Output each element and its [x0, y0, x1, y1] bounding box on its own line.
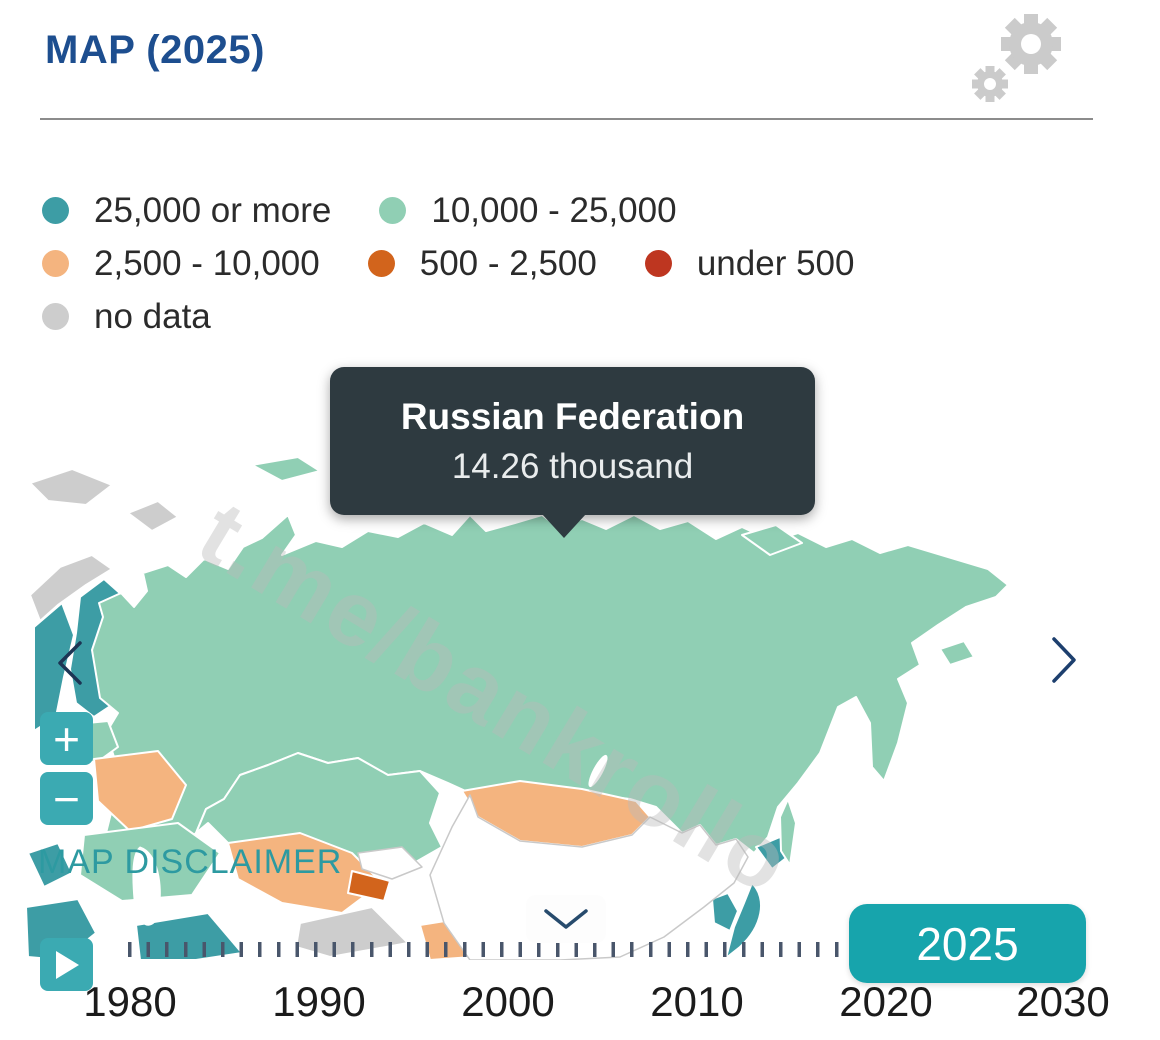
year-tick-label: 2020 [839, 978, 933, 1025]
legend-color-dot [367, 250, 395, 277]
country-shape[interactable] [711, 892, 739, 932]
country-shape[interactable] [429, 794, 749, 960]
legend-label: no data [94, 296, 211, 336]
country-shape[interactable] [227, 832, 383, 914]
legend-item: 500 - 2,500 [367, 243, 597, 284]
year-tick-label: 1990 [272, 978, 366, 1025]
legend-label: 10,000 - 25,000 [431, 190, 677, 230]
settings-button[interactable] [968, 8, 1068, 104]
legend-color-dot [644, 250, 672, 277]
country-shape[interactable] [779, 798, 797, 866]
tooltip-value: 14.26 thousand [451, 447, 694, 487]
map-area: t.me/bankrollo [0, 455, 1160, 960]
year-tick-label: 1980 [83, 978, 177, 1025]
country-shape[interactable] [29, 468, 113, 506]
legend-color-dot [42, 250, 69, 277]
legend-item: 25,000 or more [42, 191, 331, 231]
year-tick-label: 2010 [650, 978, 744, 1025]
zoom-in-button[interactable]: + [40, 712, 93, 765]
legend-item: 2,500 - 10,000 [42, 244, 320, 284]
caspian-sea [132, 846, 161, 926]
country-shape[interactable] [347, 870, 391, 902]
country-shape[interactable] [27, 842, 73, 888]
country-shape[interactable] [357, 846, 423, 880]
legend-label: 2,500 - 10,000 [94, 243, 320, 283]
selected-year-badge[interactable]: 2025 [849, 904, 1086, 983]
chevron-down-icon [544, 909, 588, 929]
legend-label: 25,000 or more [94, 190, 332, 230]
choropleth-map[interactable] [0, 455, 1160, 960]
country-shape[interactable] [251, 456, 321, 482]
play-button[interactable] [40, 938, 93, 991]
year-tick-label: 2030 [1016, 978, 1110, 1025]
chevron-right-icon [1052, 637, 1076, 683]
legend-color-dot [42, 197, 69, 224]
legend-color-dot [379, 197, 407, 224]
legend-label: 500 - 2,500 [419, 243, 597, 283]
country-shape[interactable] [741, 524, 803, 556]
pan-left-button[interactable] [52, 640, 88, 691]
page-title: MAP (2025) [45, 28, 265, 72]
play-icon [55, 950, 79, 979]
map-tooltip: Russian Federation 14.26 thousand [330, 367, 815, 538]
year-tick-label: 2000 [461, 978, 555, 1025]
tooltip-arrow [542, 514, 586, 538]
country-shape[interactable] [127, 500, 179, 532]
collapse-timeline-button[interactable] [526, 895, 606, 943]
zoom-out-button[interactable]: − [40, 772, 93, 825]
legend-item: 10,000 - 25,000 [379, 190, 677, 231]
country-shape[interactable] [939, 640, 975, 666]
header-divider [40, 118, 1093, 120]
map-disclaimer-link[interactable]: MAP DISCLAIMER [38, 843, 343, 881]
legend-color-dot [42, 303, 69, 330]
legend-item: under 500 [644, 243, 855, 284]
legend-label: under 500 [696, 243, 855, 283]
legend: 25,000 or more 10,000 - 25,000 2,500 - 1… [42, 184, 1122, 343]
chevron-left-icon [58, 641, 82, 685]
tooltip-country-name: Russian Federation [400, 395, 745, 437]
country-shape[interactable] [33, 602, 75, 732]
country-shape[interactable] [93, 750, 187, 832]
pan-right-button[interactable] [1046, 636, 1082, 689]
gear-icon [972, 14, 1061, 102]
lake-baikal [588, 754, 608, 788]
legend-item: no data [42, 297, 211, 337]
